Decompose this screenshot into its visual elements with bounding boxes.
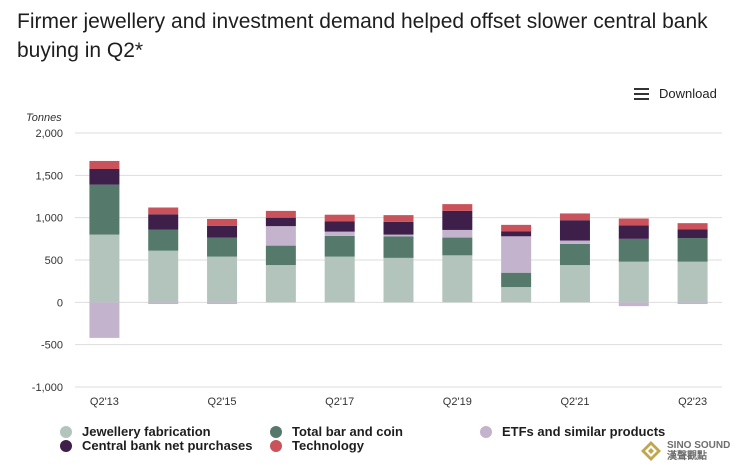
bar-segment — [677, 237, 708, 262]
bar-segment — [501, 236, 532, 273]
bar-segment — [618, 225, 649, 239]
x-tick-label: Q2'21 — [560, 396, 589, 408]
bar-segment — [148, 207, 179, 215]
x-tick-label: Q2'13 — [90, 396, 119, 408]
bar-segment — [207, 225, 238, 238]
bar-segment — [89, 160, 120, 169]
bar-segment — [383, 215, 414, 222]
sino-sound-logo-icon — [641, 441, 661, 461]
legend-swatch-bar-coin — [270, 425, 282, 438]
x-tick-label: Q2'17 — [325, 396, 354, 408]
watermark-line1: SINO SOUND — [667, 440, 731, 451]
bar-segment — [501, 272, 532, 288]
bar-segment — [207, 237, 238, 257]
bar-segment — [559, 265, 590, 303]
y-tick-label: 1,000 — [35, 213, 63, 225]
legend-item-central-bank[interactable]: Central bank net purchases — [60, 438, 253, 453]
x-tick-label: Q2'19 — [443, 396, 472, 408]
bar-segment — [677, 302, 708, 305]
y-tick-label: 1,500 — [35, 170, 63, 182]
bar-segment — [501, 287, 532, 303]
legend-item-bar-coin[interactable]: Total bar and coin — [270, 424, 403, 439]
bar-segment — [324, 221, 355, 232]
bar-segment — [559, 213, 590, 221]
menu-icon — [634, 87, 649, 100]
legend-item-etfs[interactable]: ETFs and similar products — [480, 424, 665, 439]
bar-segment — [559, 243, 590, 266]
bar-segment — [207, 218, 238, 226]
chart-title: Firmer jewellery and investment demand h… — [17, 10, 708, 62]
bar-segment — [324, 235, 355, 257]
bar-segment — [207, 302, 238, 305]
bar-segment — [383, 257, 414, 303]
download-label: Download — [659, 86, 717, 101]
y-tick-label: 500 — [45, 255, 63, 267]
bar-segment — [148, 214, 179, 230]
bar-segment — [383, 234, 414, 237]
x-tick-label: Q2'23 — [678, 396, 707, 408]
bar-segment — [89, 234, 120, 303]
bar-segment — [265, 265, 296, 303]
bar-segment — [89, 302, 120, 338]
bar-segment — [265, 217, 296, 227]
bar-segment — [677, 229, 708, 238]
bar-segment — [265, 210, 296, 218]
bar-segment — [677, 261, 708, 303]
legend-item-technology[interactable]: Technology — [270, 438, 364, 453]
bar-segment — [148, 250, 179, 303]
bar-segment — [89, 184, 120, 235]
bar-segment — [442, 204, 473, 211]
y-tick-label: 0 — [57, 297, 63, 309]
legend-swatch-central-bank — [60, 439, 72, 452]
bar-segment — [207, 256, 238, 303]
y-tick-label: -1,000 — [32, 382, 63, 394]
legend-swatch-technology — [270, 439, 282, 452]
download-button[interactable]: Download — [634, 86, 717, 101]
chart-legend: Jewellery fabrication Total bar and coin… — [60, 424, 700, 456]
legend-label: Technology — [292, 438, 364, 453]
bar-segment — [383, 221, 414, 235]
bar-segment — [618, 238, 649, 262]
watermark: SINO SOUND 漢聲觀點 — [640, 436, 732, 466]
bar-segment — [265, 245, 296, 266]
legend-item-jewellery[interactable]: Jewellery fabrication — [60, 424, 211, 439]
legend-label: Central bank net purchases — [82, 438, 253, 453]
bar-segment — [442, 210, 473, 230]
legend-label: Total bar and coin — [292, 424, 403, 439]
bar-segment — [324, 256, 355, 303]
bar-segment — [501, 224, 532, 232]
y-axis-label: Tonnes — [26, 112, 62, 124]
bar-segment — [148, 229, 179, 251]
x-tick-label: Q2'15 — [208, 396, 237, 408]
bar-segment — [442, 255, 473, 303]
bar-segment — [265, 226, 296, 246]
bar-segment — [89, 168, 120, 185]
bar-segment — [559, 220, 590, 241]
watermark-line2: 漢聲觀點 — [667, 451, 707, 462]
bar-segment — [324, 231, 355, 236]
legend-label: Jewellery fabrication — [82, 424, 211, 439]
bar-segment — [559, 240, 590, 244]
bar-segment — [148, 302, 179, 305]
y-tick-label: 2,000 — [35, 128, 63, 140]
bar-segment — [442, 229, 473, 238]
bar-segment — [501, 231, 532, 237]
y-tick-label: -500 — [41, 340, 63, 352]
bar-segment — [324, 214, 355, 222]
bar-segment — [618, 218, 649, 226]
legend-swatch-jewellery — [60, 425, 72, 438]
bar-segment — [677, 223, 708, 230]
bar-segment — [618, 261, 649, 303]
bar-segment — [442, 237, 473, 256]
legend-label: ETFs and similar products — [502, 424, 666, 439]
stacked-bar-chart: Tonnes -1,000 -500 0 500 1,000 1,500 2,000 Q2'13… — [26, 112, 722, 408]
bar-segment — [383, 236, 414, 258]
bar-segment — [618, 302, 649, 307]
legend-swatch-etfs — [480, 425, 492, 438]
